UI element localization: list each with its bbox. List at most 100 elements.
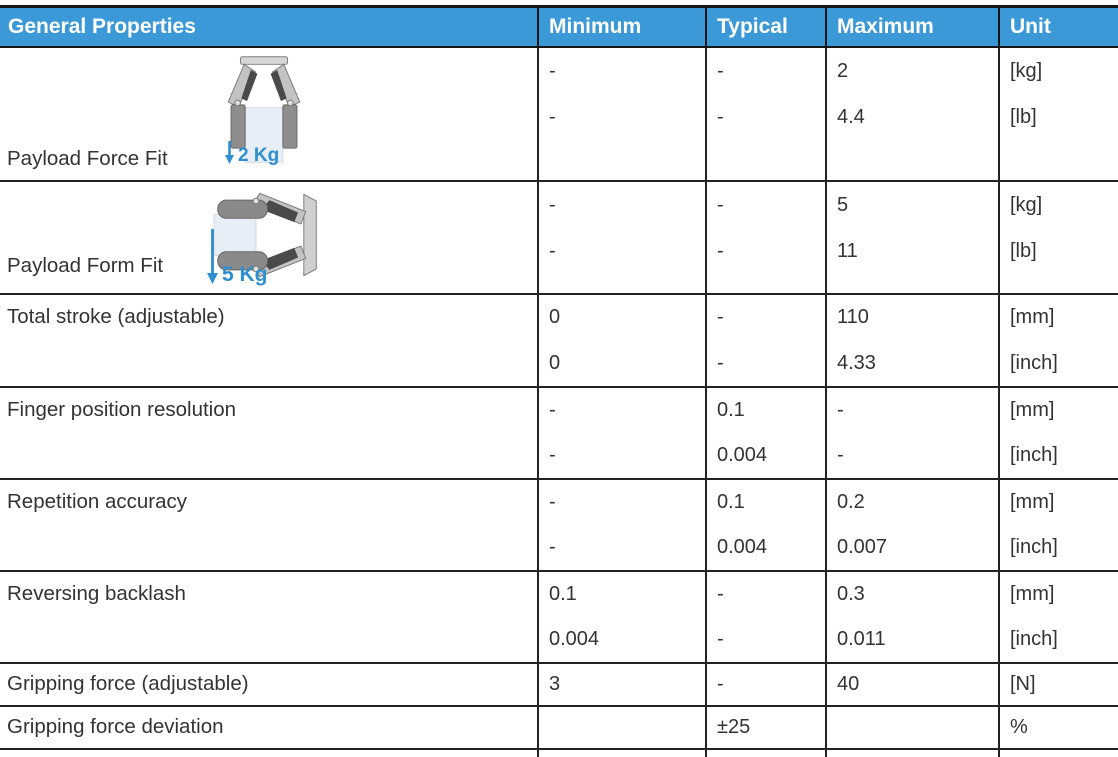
general-properties-table: General Properties Minimum Typical Maxim… xyxy=(0,5,1118,757)
value-max xyxy=(827,707,998,748)
property-cell xyxy=(0,750,537,757)
payload-form-fit-caption: 5 Kg xyxy=(206,228,268,285)
header-general-properties: General Properties xyxy=(8,15,196,38)
table-row-reversing-backlash: Reversing backlash 0.1 0.004 - - 0.3 0.0… xyxy=(0,572,1118,664)
unit-inch: [inch] xyxy=(1010,628,1058,650)
maximum-cell: - - xyxy=(825,388,998,478)
typical-cell: - xyxy=(705,664,825,705)
unit-mm: [mm] xyxy=(1010,399,1055,421)
table-row-payload-form-fit: 5 Kg Payload Form Fit - - - - 5 11 [kg] … xyxy=(0,182,1118,295)
maximum-cell xyxy=(825,750,998,757)
property-cell: Total stroke (adjustable) xyxy=(0,295,537,386)
payload-weight-label: 5 Kg xyxy=(222,263,268,286)
unit-n: [N] xyxy=(1010,673,1036,695)
unit-cell: [kg] [lb] xyxy=(998,182,1118,293)
value-max: 40 xyxy=(837,673,860,695)
table-row-total-stroke: Total stroke (adjustable) 0 0 - - 110 4.… xyxy=(0,295,1118,388)
value-typ-kg: - xyxy=(717,193,724,216)
value-max-inch: - xyxy=(837,444,844,466)
row-label: Repetition accuracy xyxy=(7,490,188,513)
value-typ-lb: - xyxy=(717,239,724,262)
unit-mm: [mm] xyxy=(1010,583,1055,605)
maximum-cell: 0.2 0.007 xyxy=(825,480,998,570)
minimum-cell xyxy=(537,750,705,757)
value-min-inch: 0 xyxy=(549,351,561,374)
typical-cell: ±25 xyxy=(705,707,825,748)
value-min-inch: - xyxy=(549,536,556,558)
value-min-inch: 0.004 xyxy=(549,628,600,650)
table-row-repetition-accuracy: Repetition accuracy - - 0.1 0.004 0.2 0.… xyxy=(0,480,1118,572)
header-maximum: Maximum xyxy=(825,8,998,46)
payload-weight-label: 2 Kg xyxy=(238,145,280,166)
value-max-kg: 5 xyxy=(837,193,849,216)
minimum-cell: - - xyxy=(537,182,705,293)
table-row-payload-force-fit: 2 Kg Payload Force Fit - - - - 2 4.4 [kg… xyxy=(0,48,1118,182)
value-max-lb: 11 xyxy=(837,239,858,262)
value-max-mm: 110 xyxy=(837,306,869,329)
table-header-row: General Properties Minimum Typical Maxim… xyxy=(0,8,1118,48)
maximum-cell: 0.3 0.011 xyxy=(825,572,998,662)
unit-kg: [kg] xyxy=(1010,193,1043,216)
minimum-cell: 3 xyxy=(537,664,705,705)
unit-kg: [kg] xyxy=(1010,59,1043,82)
row-label: Gripping force (adjustable) xyxy=(7,672,249,695)
property-cell: Gripping force deviation xyxy=(0,707,537,748)
row-label: Reversing backlash xyxy=(7,582,186,605)
table-row-gripping-force-deviation: Gripping force deviation ±25 % xyxy=(0,707,1118,750)
typical-cell xyxy=(705,750,825,757)
table-row-partial xyxy=(0,750,1118,757)
value-min-mm: - xyxy=(549,491,556,513)
minimum-cell: - - xyxy=(537,388,705,478)
row-label: Payload Force Fit xyxy=(7,147,168,170)
table-row-finger-position-resolution: Finger position resolution - - 0.1 0.004… xyxy=(0,388,1118,480)
value-min-mm: 0 xyxy=(549,306,561,329)
unit-cell xyxy=(998,750,1118,757)
value-typ-mm: - xyxy=(717,306,724,329)
header-unit: Unit xyxy=(998,8,1118,46)
value-max-kg: 2 xyxy=(837,59,849,82)
unit-cell: [N] xyxy=(998,664,1118,705)
payload-force-fit-caption: 2 Kg xyxy=(224,140,279,165)
value-typ-inch: - xyxy=(717,628,724,650)
value-min-mm: 0.1 xyxy=(549,583,577,605)
value-typ-mm: - xyxy=(717,583,724,605)
maximum-cell: 2 4.4 xyxy=(825,48,998,180)
unit-inch: [inch] xyxy=(1010,536,1058,558)
row-label: Payload Form Fit xyxy=(7,254,164,277)
property-cell: 2 Kg Payload Force Fit xyxy=(0,48,537,180)
property-cell: Repetition accuracy xyxy=(0,480,537,570)
value-typ-mm: 0.1 xyxy=(717,399,745,421)
unit-mm: [mm] xyxy=(1010,491,1055,513)
value-min: 3 xyxy=(549,673,561,695)
value-min-kg: - xyxy=(549,59,556,82)
value-typ: ±25 xyxy=(717,716,751,738)
unit-cell: % xyxy=(998,707,1118,748)
value-max-inch: 0.011 xyxy=(837,628,886,650)
maximum-cell: 110 4.33 xyxy=(825,295,998,386)
value-min xyxy=(539,707,705,748)
value-max-mm: 0.3 xyxy=(837,583,865,605)
maximum-cell: 5 11 xyxy=(825,182,998,293)
value-min-inch: - xyxy=(549,444,556,466)
row-label: Gripping force deviation xyxy=(7,715,224,738)
value-min-lb: - xyxy=(549,105,556,128)
unit-cell: [mm] [inch] xyxy=(998,295,1118,386)
unit-inch: [inch] xyxy=(1010,444,1058,466)
value-typ: - xyxy=(717,673,724,695)
value-max-inch: 4.33 xyxy=(837,351,876,374)
typical-cell: 0.1 0.004 xyxy=(705,480,825,570)
typical-cell: 0.1 0.004 xyxy=(705,388,825,478)
property-cell: Finger position resolution xyxy=(0,388,537,478)
property-cell: Reversing backlash xyxy=(0,572,537,662)
typical-cell: - - xyxy=(705,295,825,386)
value-max-mm: 0.2 xyxy=(837,491,865,513)
unit-cell: [mm] [inch] xyxy=(998,388,1118,478)
unit-lb: [lb] xyxy=(1010,239,1037,262)
value-typ-mm: 0.1 xyxy=(717,491,745,513)
typical-cell: - - xyxy=(705,182,825,293)
minimum-cell xyxy=(537,707,705,748)
unit-percent: % xyxy=(1010,716,1028,738)
unit-mm: [mm] xyxy=(1010,306,1055,329)
value-typ-inch: 0.004 xyxy=(717,444,768,466)
unit-cell: [mm] [inch] xyxy=(998,480,1118,570)
